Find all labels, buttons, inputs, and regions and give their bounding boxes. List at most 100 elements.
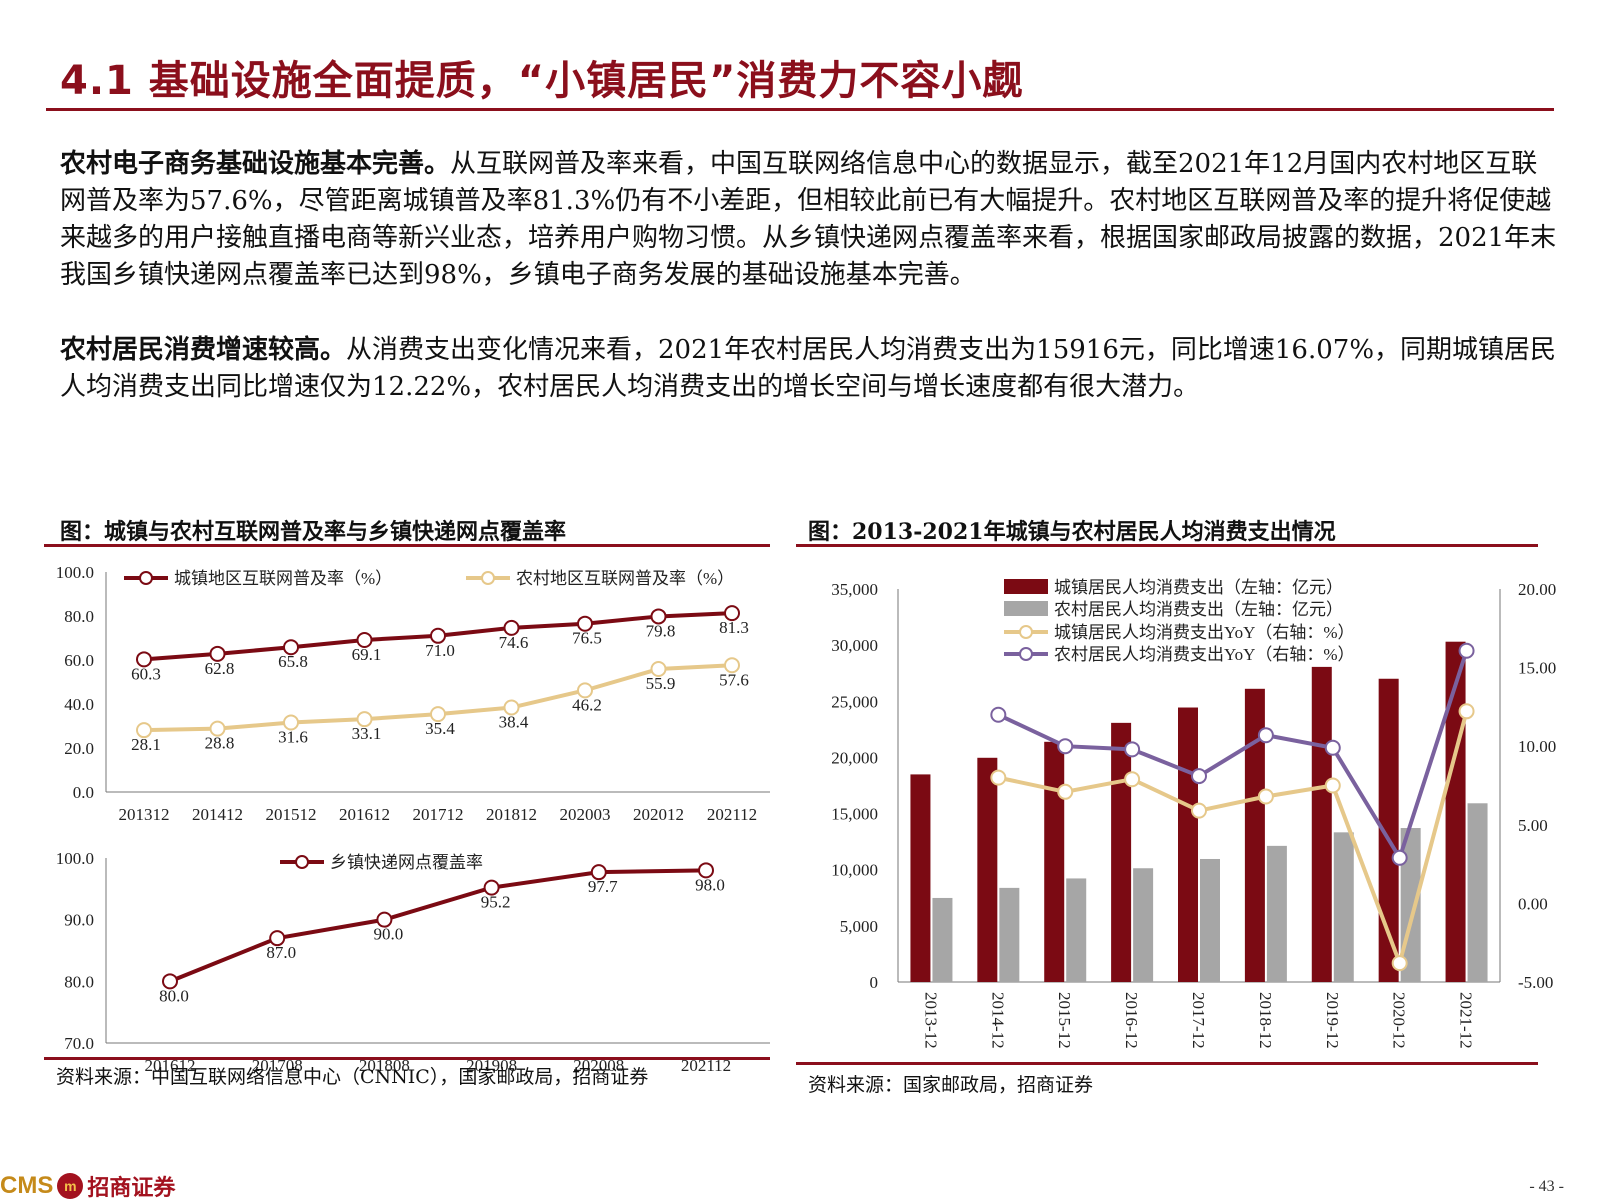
combo-chart-left-tick: 35,000 — [831, 580, 878, 599]
combo-chart-urban-bar — [1378, 678, 1399, 982]
combo-chart-urban-yoy-point — [1257, 788, 1274, 805]
combo-chart-left-tick: 5,000 — [840, 917, 878, 936]
paragraph-consumption-text: 从消费支出变化情况来看，2021年农村居民人均消费支出为15916元，同比增速1… — [60, 335, 1557, 402]
internet-chart-series-2-data-label: 28.1 — [131, 735, 161, 754]
express-chart-series-1-point — [376, 911, 393, 928]
internet-chart-x-tick: 201712 — [413, 805, 464, 824]
combo-chart-urban-yoy-point — [1324, 777, 1341, 794]
page-number: - 43 - — [1529, 1178, 1564, 1195]
combo-chart-right-tick: 20.00 — [1518, 580, 1556, 599]
combo-chart-left-tick: 20,000 — [831, 748, 878, 767]
combo-chart-rural-yoy-point — [990, 706, 1007, 723]
express-chart-series-1-data-label: 95.2 — [481, 893, 511, 912]
combo-chart-x-tick: 2013-12 — [921, 992, 940, 1049]
internet-chart-legend-label: 城镇地区互联网普及率（%） — [174, 569, 392, 588]
combo-chart-rural-yoy-point — [1057, 738, 1074, 755]
internet-chart-series-2-point — [650, 661, 667, 678]
combo-chart-legend-label: 农村居民人均消费支出YoY（右轴：%） — [1054, 645, 1355, 664]
internet-chart-series-1-point — [430, 627, 446, 644]
combo-chart-x-tick: 2015-12 — [1055, 992, 1074, 1049]
logo-mark-icon: m — [57, 1173, 84, 1199]
paragraph-infrastructure: 农村电子商务基础设施基本完善。从互联网普及率来看，中国互联网络信息中心的数据显示… — [60, 146, 1560, 294]
internet-chart-series-1-data-label: 71.0 — [425, 641, 455, 660]
internet-chart-series-1-point — [356, 631, 373, 648]
internet-chart-legend-marker — [139, 571, 153, 585]
combo-chart-urban-bar — [1178, 707, 1198, 982]
logo-cms-text: CMS — [0, 1172, 54, 1199]
combo-chart-urban-bar — [1445, 641, 1466, 982]
internet-chart-x-tick: 201512 — [266, 805, 317, 824]
internet-chart-x-tick: 201412 — [192, 805, 243, 824]
internet-chart-x-tick: 202003 — [560, 805, 611, 824]
internet-chart-x-tick: 202012 — [633, 805, 684, 824]
internet-chart-series-1-data-label: 69.1 — [352, 645, 382, 664]
combo-chart-rural-yoy-point — [1124, 741, 1141, 758]
right-figure-top-rule — [796, 544, 1538, 547]
combo-chart-left-tick: 10,000 — [831, 861, 878, 880]
express-chart-y-tick: 100.0 — [56, 849, 94, 868]
combo-chart-x-tick: 2019-12 — [1323, 992, 1342, 1049]
internet-chart-series-2-point — [356, 711, 373, 728]
internet-chart-series-2-point — [724, 657, 740, 674]
combo-chart-right-tick: -5.00 — [1518, 973, 1553, 992]
combo-chart-rural-yoy-point — [1257, 727, 1274, 744]
express-chart-series-1-point — [483, 879, 500, 896]
internet-chart-series-2-data-label: 28.8 — [205, 734, 235, 753]
internet-chart-series-2-point — [430, 706, 446, 723]
combo-chart-urban-bar — [910, 774, 931, 982]
internet-chart-y-tick: 20.0 — [64, 739, 94, 758]
combo-chart-rural-bar — [999, 887, 1020, 982]
combo-chart-left-tick: 15,000 — [831, 805, 878, 824]
paragraph-consumption-lead: 农村居民消费增速较高。 — [60, 335, 347, 365]
combo-chart-rural-bar — [1467, 803, 1488, 982]
internet-chart-series-2-point — [136, 722, 152, 739]
combo-chart-x-tick: 2021-12 — [1457, 992, 1476, 1049]
combo-chart-urban-yoy-point — [1458, 703, 1475, 720]
internet-chart-x-tick: 201612 — [339, 805, 390, 824]
express-chart-legend-marker — [295, 855, 309, 869]
express-chart-y-tick: 90.0 — [64, 911, 94, 930]
left-figure-source: 资料来源：中国互联网络信息中心（CNNIC），国家邮政局，招商证券 — [56, 1066, 649, 1088]
internet-chart-series-1-data-label: 60.3 — [131, 664, 161, 683]
combo-chart-urban-bar — [1111, 722, 1132, 982]
internet-chart-series-1-point — [209, 645, 226, 662]
combo-chart-urban-bar — [1044, 741, 1065, 982]
internet-chart-series-1-data-label: 76.5 — [572, 629, 602, 648]
left-figure-title: 图：城镇与农村互联网普及率与乡镇快递网点覆盖率 — [60, 519, 567, 545]
page-title: 4.1 基础设施全面提质，“小镇居民”消费力不容小觑 — [60, 58, 1024, 104]
combo-chart-left-tick: 30,000 — [831, 636, 878, 655]
left-figure-top-rule — [44, 544, 770, 547]
combo-chart-x-tick: 2017-12 — [1189, 992, 1208, 1049]
combo-chart-rural-yoy-line — [997, 650, 1469, 863]
combo-chart-left-tick: 0 — [870, 973, 879, 992]
internet-chart-series-1-point — [503, 619, 520, 636]
combo-chart-urban-bar — [1311, 666, 1332, 982]
internet-chart-y-tick: 0.0 — [73, 783, 94, 802]
combo-chart-rural-bar — [1266, 845, 1287, 982]
combo-chart-right-tick: 0.00 — [1518, 894, 1548, 913]
internet-chart-series-1-point — [650, 608, 667, 625]
combo-chart-left-tick: 25,000 — [831, 692, 878, 711]
combo-chart-legend-swatch — [1004, 601, 1048, 616]
express-chart-series-1-line — [169, 868, 707, 984]
combo-chart-urban-yoy-point — [1191, 802, 1207, 819]
combo-chart-legend-swatch — [1004, 579, 1048, 594]
combo-chart-x-tick: 2016-12 — [1122, 992, 1141, 1049]
internet-chart-y-tick: 100.0 — [56, 563, 94, 582]
combo-chart-urban-bar — [977, 757, 998, 982]
internet-chart-y-tick: 40.0 — [64, 695, 94, 714]
internet-chart-series-2-data-label: 33.1 — [352, 724, 382, 743]
internet-chart-series-1-point — [724, 605, 740, 622]
internet-chart-series-2-line — [143, 663, 733, 733]
internet-chart-x-tick: 202112 — [707, 805, 757, 824]
combo-chart-rural-bar — [1133, 868, 1154, 982]
internet-chart-series-2-data-label: 35.4 — [425, 719, 455, 738]
internet-chart-series-1-data-label: 74.6 — [499, 633, 529, 652]
internet-chart-x-tick: 201812 — [486, 805, 537, 824]
internet-chart-series-1-data-label: 62.8 — [205, 659, 235, 678]
combo-chart-right-tick: 10.00 — [1518, 737, 1556, 756]
right-figure-title: 图：2013-2021年城镇与农村居民人均消费支出情况 — [808, 519, 1336, 545]
internet-chart-series-1-data-label: 81.3 — [719, 618, 749, 637]
combo-chart-rural-yoy-point — [1458, 642, 1475, 659]
logo-chinese-text: 招商证券 — [87, 1176, 176, 1201]
